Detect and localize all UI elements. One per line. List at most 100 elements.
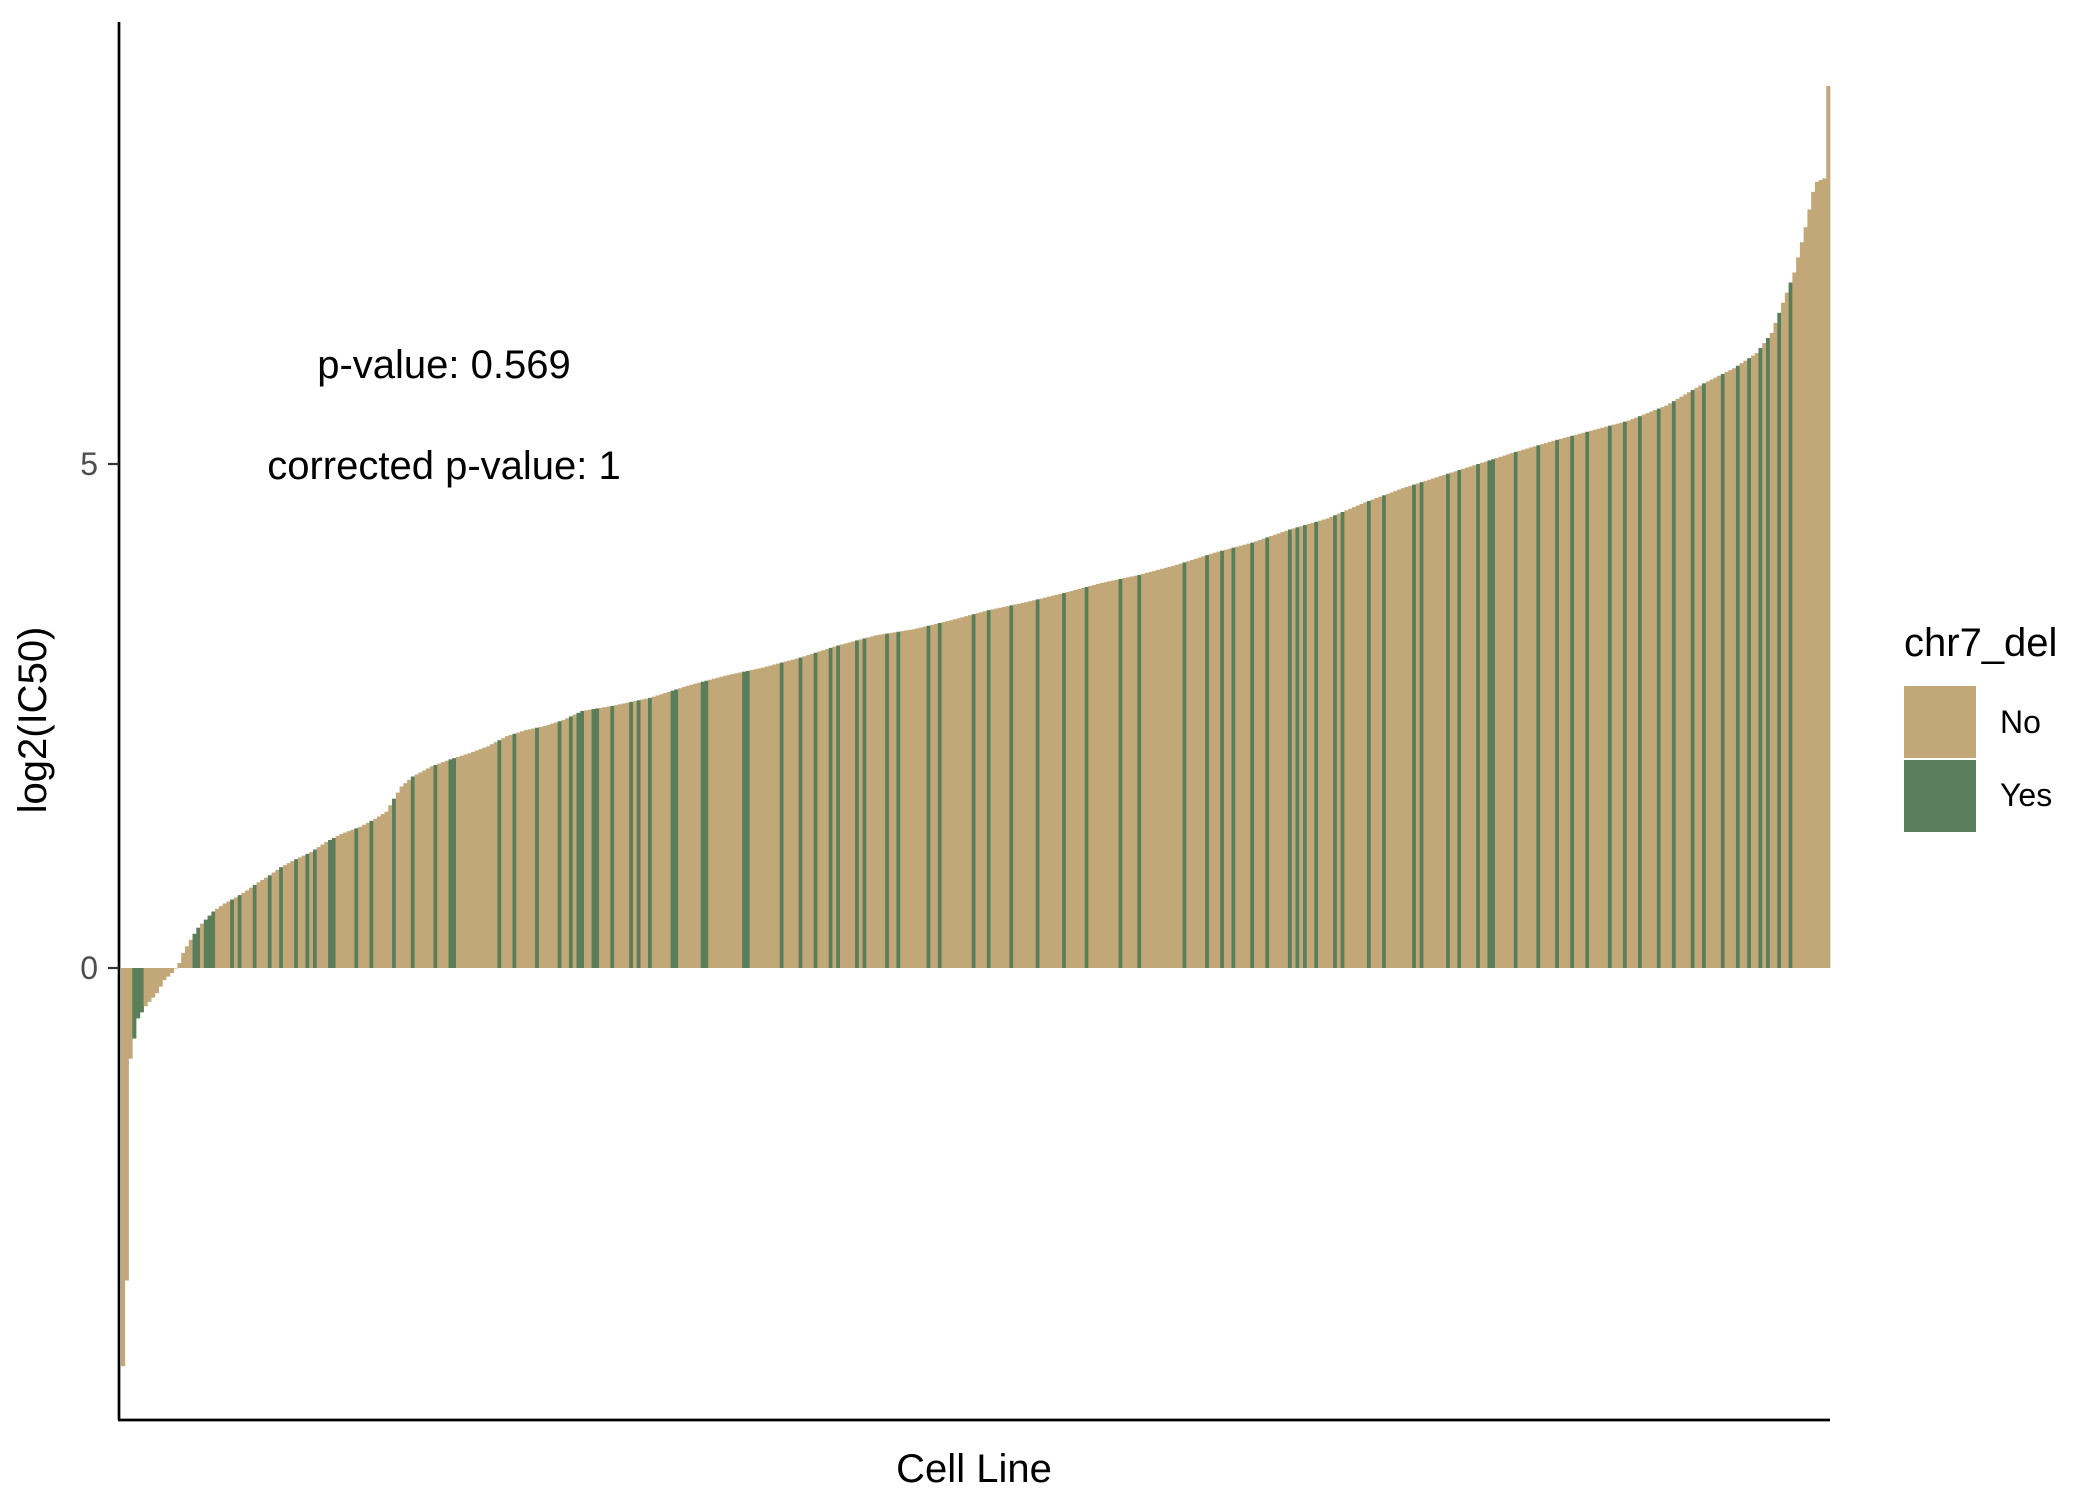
bar <box>1276 533 1281 968</box>
bar <box>1047 596 1052 968</box>
bar <box>1543 443 1549 968</box>
bar <box>704 680 709 968</box>
bar <box>1818 180 1823 968</box>
bar <box>1814 181 1820 968</box>
bar <box>1457 470 1462 968</box>
bar <box>1788 282 1793 968</box>
bar <box>1295 527 1300 968</box>
bar <box>1374 498 1379 968</box>
bar <box>139 968 144 1013</box>
bar <box>715 677 720 968</box>
bar <box>1461 468 1466 968</box>
bar <box>297 857 303 968</box>
bar <box>395 792 400 968</box>
bar <box>1453 471 1458 968</box>
bar <box>1269 536 1274 968</box>
bar <box>983 611 988 968</box>
bar <box>222 903 227 968</box>
bar <box>132 968 137 1039</box>
bar <box>1826 86 1831 968</box>
bar <box>1551 440 1556 968</box>
bar <box>260 879 265 968</box>
bar <box>1724 372 1729 968</box>
bar <box>1156 569 1161 968</box>
bar <box>1634 417 1639 968</box>
bar <box>1555 439 1560 968</box>
bar <box>1344 510 1349 968</box>
bar <box>809 653 814 968</box>
bar <box>1193 558 1198 968</box>
bar <box>1363 502 1368 968</box>
bar <box>478 749 483 968</box>
bar <box>124 968 129 1281</box>
bar <box>1043 597 1048 968</box>
bar <box>1107 581 1112 968</box>
bar <box>1773 322 1778 968</box>
bar <box>177 962 182 968</box>
bar <box>877 634 882 968</box>
bar <box>226 901 231 968</box>
bar <box>1077 588 1082 968</box>
bar <box>1235 546 1240 968</box>
bar <box>1656 408 1661 968</box>
bar <box>474 750 479 968</box>
bar <box>343 832 348 968</box>
bar <box>1366 500 1372 968</box>
bar <box>1385 493 1390 968</box>
bar <box>1291 528 1296 968</box>
bar <box>742 671 747 968</box>
bar <box>399 786 404 968</box>
bar <box>1645 413 1650 969</box>
bar <box>192 933 197 968</box>
bar <box>1058 593 1063 968</box>
bar <box>286 863 291 968</box>
bar <box>1762 343 1767 968</box>
bar <box>553 722 559 968</box>
bar <box>1111 580 1116 968</box>
bar <box>900 631 905 968</box>
bar <box>207 915 212 968</box>
bar <box>407 779 412 968</box>
bar <box>433 764 438 968</box>
bar <box>1265 537 1270 968</box>
bar <box>324 842 329 968</box>
bar <box>429 766 434 968</box>
bar <box>188 939 193 968</box>
bar <box>1472 465 1477 968</box>
bar <box>873 635 878 968</box>
bar <box>1641 414 1646 968</box>
bar <box>1547 441 1552 968</box>
bar <box>1517 450 1522 968</box>
bar <box>1622 421 1628 968</box>
bar <box>557 721 562 968</box>
bar <box>832 646 837 968</box>
legend-label-no: No <box>2000 704 2041 740</box>
bar <box>1031 600 1037 968</box>
bar <box>418 772 423 968</box>
bar <box>760 667 766 968</box>
bar <box>136 968 141 1019</box>
bar <box>489 744 495 968</box>
bar <box>734 673 739 968</box>
bar <box>670 690 675 968</box>
bar <box>625 702 630 968</box>
bar <box>1133 575 1138 968</box>
bar <box>1254 541 1259 968</box>
bar <box>576 712 581 968</box>
bar <box>282 865 287 968</box>
bar <box>1754 353 1759 968</box>
bar <box>678 688 683 968</box>
bar <box>617 704 622 968</box>
bar <box>1220 550 1225 968</box>
bar <box>504 736 510 968</box>
bar <box>1167 566 1172 968</box>
bar <box>237 895 242 968</box>
bar <box>1035 599 1040 968</box>
bar <box>681 686 686 968</box>
bar <box>794 658 799 968</box>
bar <box>1178 563 1183 968</box>
bar <box>1702 383 1707 968</box>
bar <box>1698 385 1703 969</box>
bar <box>1513 451 1518 968</box>
bar <box>1141 573 1146 968</box>
